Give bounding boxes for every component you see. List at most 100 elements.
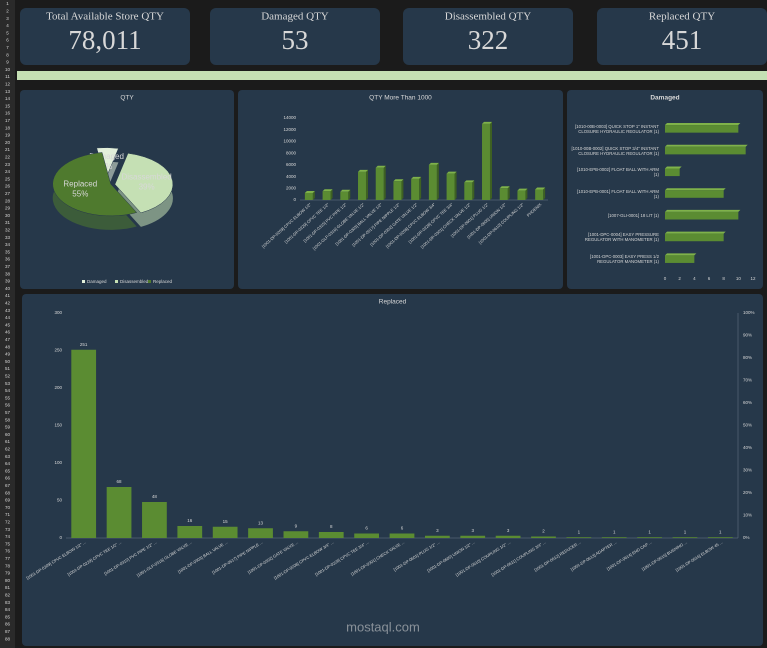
row-number: 61: [5, 439, 11, 444]
y-tick-label: 10000: [283, 139, 296, 144]
bar-side: [525, 188, 528, 200]
y-tick-label: 100: [54, 460, 62, 465]
y-tick-label-box: [1010-EPB-0002] FLOAT BALL WITH ARM (1): [577, 167, 659, 177]
legend-label: Damaged: [87, 279, 107, 284]
row-number: 59: [5, 425, 11, 430]
y-tick-label: [1010-00B-0003] QUICK STOP 1" INSTANT CL…: [575, 123, 659, 134]
x-tick-label: 0: [664, 276, 667, 281]
bar: [665, 168, 680, 177]
row-number: 70: [5, 505, 11, 510]
bar-side: [330, 189, 333, 200]
bar-top: [499, 186, 510, 189]
data-label: 9: [295, 523, 298, 528]
y-tick-label-box: [1010-00B-0003] QUICK STOP 1" INSTANT CL…: [575, 123, 659, 134]
bar: [283, 531, 309, 538]
bar-side: [383, 165, 386, 200]
y2-tick-label: 20%: [743, 490, 752, 495]
bar: [672, 537, 698, 538]
row-number: 26: [5, 184, 11, 189]
row-number: 21: [5, 147, 11, 152]
row-number: 86: [5, 622, 11, 627]
kpi-card: [403, 8, 573, 65]
x-tick-label: 4: [693, 276, 696, 281]
y-tick-label: [1001-DPC-0003] EASY PRESS 1/2 REGULATOR…: [590, 254, 659, 265]
bar-top: [304, 190, 315, 193]
legend-swatch: [115, 280, 118, 283]
bar: [411, 178, 420, 200]
chart-title: QTY: [120, 95, 134, 102]
data-label: 1: [578, 529, 581, 534]
bar-top: [665, 231, 726, 234]
bar-top: [517, 188, 528, 191]
kpi-value: 53: [282, 25, 309, 55]
watermark: mostaql.com: [346, 619, 420, 634]
bar-top: [358, 169, 368, 172]
data-label: 2: [542, 529, 545, 534]
bar: [393, 181, 402, 200]
chart-title: Damaged: [650, 95, 679, 102]
bar: [482, 123, 490, 200]
row-number: 43: [5, 308, 11, 313]
x-tick-label: 6: [708, 276, 711, 281]
bar: [106, 487, 132, 538]
bar-side: [489, 121, 492, 200]
row-number: 32: [5, 227, 11, 232]
pie-value-label: 6%: [101, 162, 113, 171]
data-label: 251: [80, 342, 88, 347]
row-number: 72: [5, 519, 11, 524]
x-tick-label: 10: [736, 276, 742, 281]
row-number: 78: [5, 563, 11, 568]
row-number: 1: [6, 1, 9, 6]
row-number: 56: [5, 403, 11, 408]
row-number: 17: [5, 118, 11, 123]
row-number: 42: [5, 300, 11, 305]
y-tick-label-box: [1010-00B-0002] QUICK STOP 3/4" INSTANT …: [571, 146, 659, 156]
y2-tick-label: 90%: [743, 333, 752, 338]
row-number: 66: [5, 476, 11, 481]
bar: [424, 535, 450, 538]
y-tick-label-box: [1001-DPC-0004] EASY PRESSURE REGULATOR …: [584, 232, 659, 243]
bar-side: [312, 190, 315, 200]
y-tick-label: 200: [54, 385, 62, 390]
legend-swatch: [148, 280, 151, 283]
y2-tick-label: 70%: [743, 378, 752, 383]
row-number: 29: [5, 206, 11, 211]
y2-tick-label: 30%: [743, 468, 752, 473]
bar: [637, 537, 662, 538]
bar-top: [665, 123, 741, 126]
y2-tick-label: 50%: [743, 423, 752, 428]
y2-tick-label: 10%: [743, 513, 752, 518]
bar: [517, 190, 526, 200]
data-label: 6: [401, 526, 404, 531]
y-tick-label: 150: [54, 423, 62, 428]
row-header: [0, 0, 15, 648]
legend-label: Disassembled: [120, 279, 149, 284]
pie-slice: [114, 152, 174, 214]
kpi-card: [20, 8, 190, 65]
row-number: 48: [5, 344, 11, 349]
row-number: 41: [5, 293, 11, 298]
x-tick-label: 2: [678, 276, 681, 281]
y2-tick-label: 80%: [743, 355, 752, 360]
x-tick-label: 8: [722, 276, 725, 281]
legend-swatch: [82, 280, 85, 283]
row-number: 88: [5, 636, 11, 641]
y-tick-label: 14000: [283, 115, 296, 120]
bar: [665, 146, 746, 155]
bar-top: [464, 180, 475, 183]
y2-tick-label: 0%: [743, 535, 750, 540]
row-number: 12: [5, 81, 11, 86]
bar: [354, 533, 380, 538]
row-number: 87: [5, 629, 11, 634]
row-number: 49: [5, 352, 11, 357]
bar-top: [375, 165, 386, 168]
bar-top: [482, 121, 492, 124]
data-label: 1: [613, 529, 616, 534]
bar-side: [507, 186, 510, 200]
y-tick-label: [1001-DPC-0004] EASY PRESSURE REGULATOR …: [584, 232, 659, 243]
y-tick-label-box: [1001-DPC-0003] EASY PRESS 1/2 REGULATOR…: [590, 254, 659, 265]
data-label: 3: [436, 528, 439, 533]
row-number: 67: [5, 483, 11, 488]
y-tick-label: [1010-EPB-0001] FLOAT BALL WITH ARM (1): [577, 189, 659, 199]
